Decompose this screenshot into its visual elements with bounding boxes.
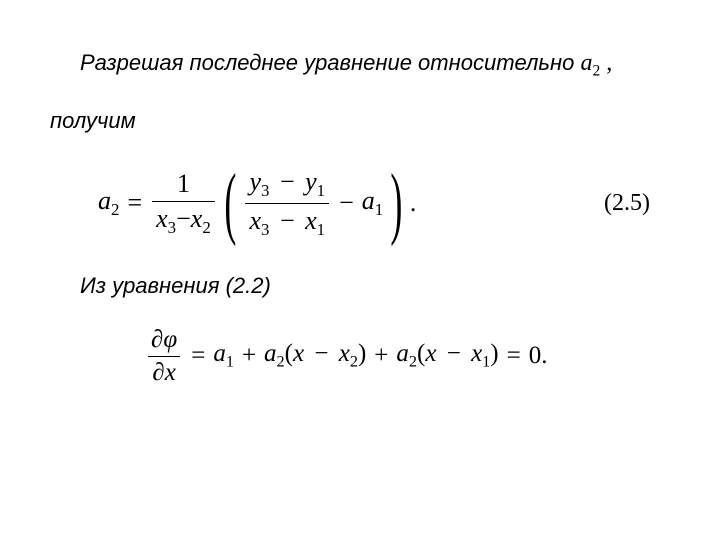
frac-y3y1-x3x1: y3 − y1 x3 − x1 [245, 167, 329, 240]
line-from-eq-22: Из уравнения (2.2) [50, 270, 680, 302]
text-part-1: Разрешая последнее уравнение относительн… [80, 50, 580, 75]
intro-line-2: получим [50, 105, 680, 137]
term-a2-paren2: a2(x − x1) [396, 340, 498, 372]
comma: , [606, 50, 612, 76]
frac-1-over-x3x2: 1 x3−x2 [152, 169, 215, 238]
zero: 0 [529, 342, 542, 370]
big-rparen: ) [391, 171, 403, 235]
equation-2-5-body: a2 = 1 x3−x2 ( y3 − y1 x3 − [98, 167, 416, 240]
big-lparen: ( [224, 171, 236, 235]
equation-2-5: a2 = 1 x3−x2 ( y3 − y1 x3 − [98, 167, 680, 240]
equation-derivative: ∂φ ∂x = a1 + a2(x − x2) + a2(x − x1) = [145, 326, 680, 387]
term-a1: a1 [362, 186, 383, 220]
var-a2-inline: a2 [580, 50, 606, 76]
term-a1-b: a1 [213, 340, 234, 372]
equals-sign: = [127, 188, 142, 218]
term-a2-paren1: a2(x − x2) [264, 340, 366, 372]
minus-sign: − [339, 188, 354, 218]
intro-line-1: Разрешая последнее уравнение относительн… [50, 46, 680, 83]
frac-dphi-dx: ∂φ ∂x [147, 326, 181, 387]
period: . [410, 188, 417, 218]
lhs-a2: a2 [98, 186, 119, 220]
equation-number: (2.5) [604, 190, 680, 217]
